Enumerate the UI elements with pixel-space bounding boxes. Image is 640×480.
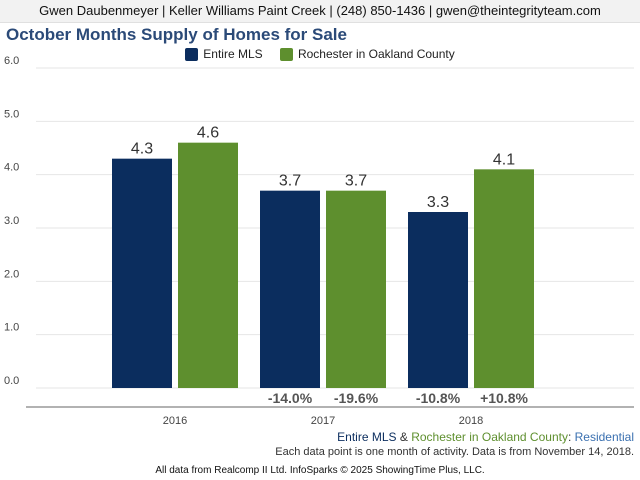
- contact-text: Gwen Daubenmeyer | Keller Williams Paint…: [39, 3, 601, 18]
- data-label: 4.1: [493, 151, 515, 168]
- chart-legend: Entire MLS Rochester in Oakland County: [0, 47, 640, 64]
- footer-series-label: Entire MLS & Rochester in Oakland County…: [337, 430, 634, 444]
- footer-colon: :: [567, 430, 575, 444]
- footer-series-entire: Entire MLS: [337, 430, 397, 444]
- y-tick-label: 6.0: [4, 55, 19, 67]
- chart-title: October Months Supply of Homes for Sale: [6, 25, 347, 44]
- bar-entire-mls-2017: [260, 190, 320, 388]
- x-tick-label: 2016: [163, 415, 187, 427]
- data-label: 3.3: [427, 194, 449, 211]
- legend-item-rochester[interactable]: Rochester in Oakland County: [279, 47, 455, 61]
- y-tick-label: 0.0: [4, 375, 19, 387]
- legend-label-rochester: Rochester in Oakland County: [297, 47, 455, 61]
- footer-amp: &: [396, 430, 412, 444]
- footer-note: Each data point is one month of activity…: [275, 446, 634, 458]
- data-label: 4.6: [197, 125, 219, 142]
- change-label: -19.6%: [334, 390, 379, 406]
- legend-swatch-rochester: [279, 47, 293, 61]
- y-tick-label: 4.0: [4, 162, 19, 174]
- change-label: -14.0%: [268, 390, 313, 406]
- y-tick-label: 2.0: [4, 268, 19, 280]
- data-label: 3.7: [279, 173, 301, 190]
- x-tick-label: 2018: [459, 415, 483, 427]
- legend-swatch-entire-mls: [185, 47, 199, 61]
- bar-rochester-2018: [474, 169, 534, 388]
- y-tick-label: 5.0: [4, 108, 19, 120]
- bar-rochester-2017: [326, 190, 386, 388]
- legend-label-entire-mls: Entire MLS: [203, 47, 263, 61]
- y-tick-label: 1.0: [4, 322, 19, 334]
- bar-entire-mls-2018: [408, 212, 468, 388]
- change-label: -10.8%: [416, 390, 461, 406]
- change-label: +10.8%: [480, 390, 528, 406]
- legend-item-entire-mls[interactable]: Entire MLS: [185, 47, 263, 61]
- data-label: 4.3: [131, 141, 153, 158]
- x-tick-label: 2017: [311, 415, 335, 427]
- footer-series-rochester: Rochester in Oakland County: [411, 430, 568, 444]
- bar-rochester-2016: [178, 142, 238, 388]
- bar-entire-mls-2016: [112, 158, 172, 388]
- contact-header: Gwen Daubenmeyer | Keller Williams Paint…: [0, 0, 640, 23]
- footer-source: All data from Realcomp II Ltd. InfoSpark…: [155, 465, 485, 476]
- data-label: 3.7: [345, 173, 367, 190]
- footer-residential: Residential: [574, 430, 634, 444]
- y-tick-label: 3.0: [4, 215, 19, 227]
